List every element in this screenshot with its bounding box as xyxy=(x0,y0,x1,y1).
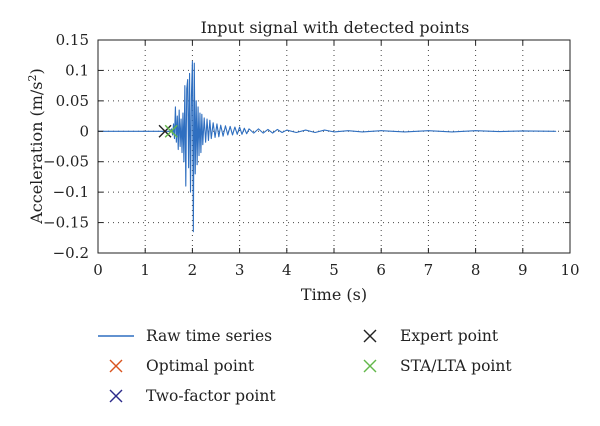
x-tick-label: 1 xyxy=(140,261,150,279)
y-tick-label: 0.1 xyxy=(65,61,89,79)
x-tick-label: 10 xyxy=(560,261,579,279)
marker-sta-lta-point xyxy=(164,124,178,138)
legend-item-sta-lta-point: STA/LTA point xyxy=(363,357,512,375)
legend: Raw time series Expert point Optimal point… xyxy=(98,327,512,405)
legend-swatch-cross xyxy=(363,359,377,373)
y-tick-label: −0.05 xyxy=(43,153,89,171)
y-axis-ticks: 0.15 0.1 0.05 0 −0.05 −0.1 −0.15 −0.2 xyxy=(43,31,570,262)
x-tick-label: 8 xyxy=(471,261,481,279)
y-axis-label-sup: 2 xyxy=(26,74,39,81)
x-tick-label: 7 xyxy=(424,261,434,279)
x-tick-label: 3 xyxy=(235,261,245,279)
grid xyxy=(98,40,570,253)
x-tick-label: 5 xyxy=(329,261,339,279)
y-tick-label: −0.2 xyxy=(53,244,89,262)
x-tick-label: 4 xyxy=(282,261,292,279)
legend-item-optimal-point: Optimal point xyxy=(109,357,255,375)
legend-label: Optimal point xyxy=(146,357,255,375)
y-tick-label: 0.15 xyxy=(56,31,89,49)
legend-label: Expert point xyxy=(400,327,499,345)
chart-title: Input signal with detected points xyxy=(201,18,470,37)
legend-label: Two-factor point xyxy=(146,387,276,405)
legend-label: Raw time series xyxy=(146,327,272,345)
x-axis-ticks: 0 1 2 3 4 5 6 7 8 9 10 xyxy=(93,40,580,279)
x-axis-label: Time (s) xyxy=(301,285,367,304)
plot-area xyxy=(98,40,570,253)
y-tick-label: 0 xyxy=(79,122,89,140)
x-tick-label: 0 xyxy=(93,261,103,279)
legend-item-two-factor-point: Two-factor point xyxy=(109,387,276,405)
x-tick-label: 6 xyxy=(376,261,386,279)
legend-swatch-cross xyxy=(109,359,123,373)
marker-layer xyxy=(158,124,178,138)
series-layer xyxy=(97,60,557,233)
legend-label: STA/LTA point xyxy=(400,357,512,375)
y-tick-label: −0.1 xyxy=(53,183,89,201)
marker-expert-point xyxy=(158,124,172,138)
y-tick-label: −0.15 xyxy=(43,214,89,232)
y-tick-label: 0.05 xyxy=(56,92,89,110)
y-axis-label: Acceleration (m/s2) xyxy=(26,68,46,225)
legend-swatch-cross xyxy=(363,329,377,343)
legend-swatch-cross xyxy=(109,389,123,403)
x-tick-label: 9 xyxy=(518,261,528,279)
series-line-raw-time-series xyxy=(97,60,557,233)
legend-item-expert-point: Expert point xyxy=(363,327,499,345)
legend-item-raw-time-series: Raw time series xyxy=(98,327,272,345)
x-tick-label: 2 xyxy=(188,261,198,279)
